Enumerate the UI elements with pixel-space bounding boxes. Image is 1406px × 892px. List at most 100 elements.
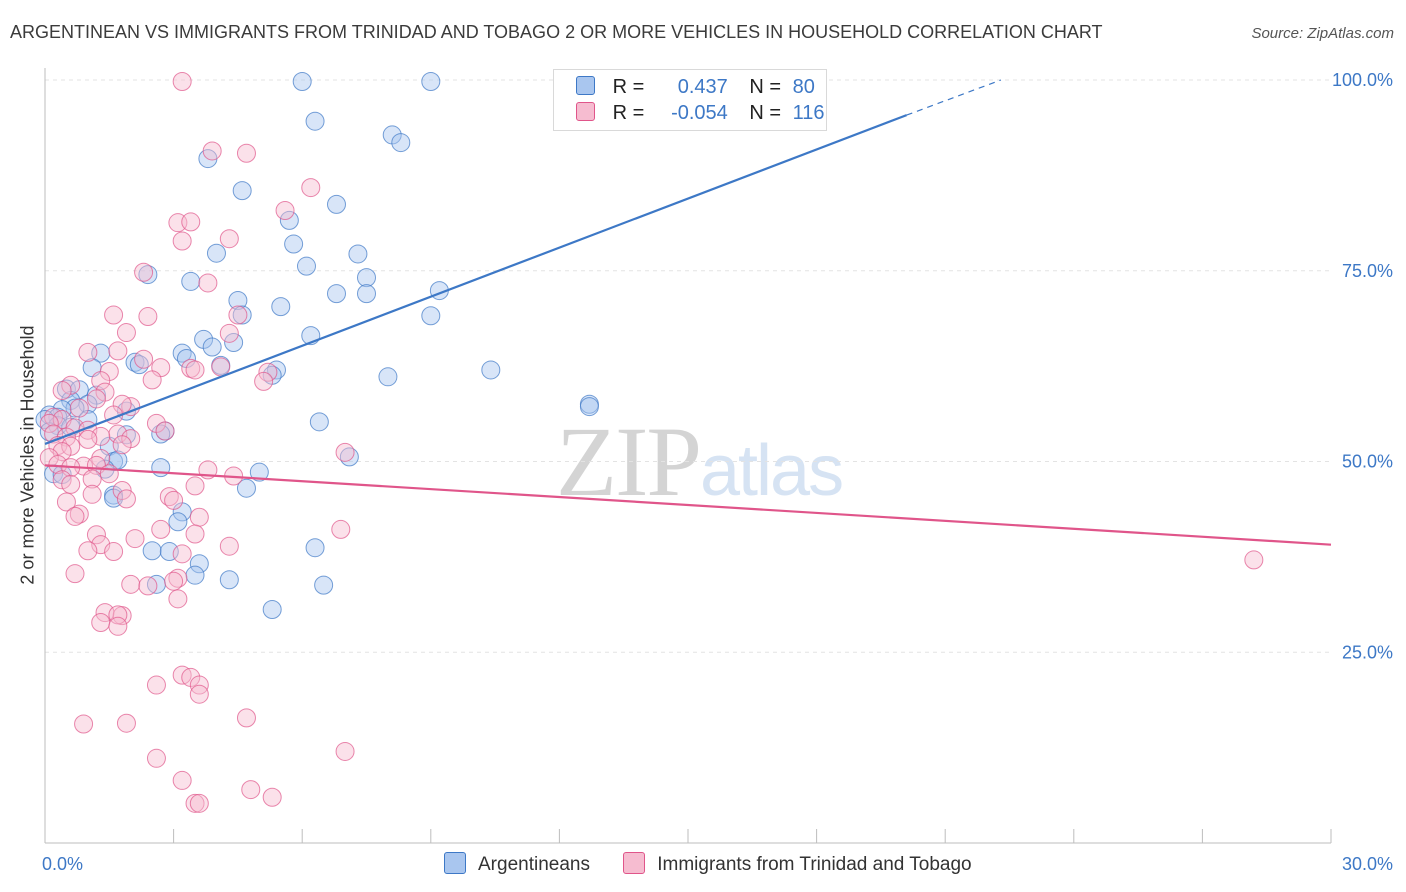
point-argentinean <box>305 111 325 131</box>
y-axis-label: 2 or more Vehicles in Household <box>17 325 38 585</box>
series-legend-trinidad[interactable]: Immigrants from Trinidad and Tobago <box>623 852 972 876</box>
point-trinidad <box>172 72 192 92</box>
point-trinidad <box>164 571 184 591</box>
point-trinidad <box>142 370 162 390</box>
point-argentinean <box>357 284 376 304</box>
point-trinidad <box>39 413 59 433</box>
trendline-trinidad <box>44 464 1332 546</box>
point-trinidad <box>236 708 256 728</box>
point-trinidad <box>108 605 128 625</box>
axes <box>44 68 1332 844</box>
point-trinidad <box>185 793 205 813</box>
point-trinidad <box>236 143 256 163</box>
point-trinidad <box>78 541 98 561</box>
point-trinidad <box>104 542 124 562</box>
point-trinidad <box>134 349 154 369</box>
series-swatch-pink <box>623 852 646 874</box>
series-legend-argentineans[interactable]: Argentineans <box>444 852 590 876</box>
point-trinidad <box>146 748 166 768</box>
point-argentinean <box>271 297 291 317</box>
point-argentinean <box>309 412 329 432</box>
legend-r-label: R = <box>612 76 645 98</box>
point-trinidad <box>116 713 136 733</box>
point-trinidad <box>254 371 274 391</box>
watermark-atlas: atlas <box>700 431 844 511</box>
series-trinidad-tobago <box>39 72 1264 813</box>
trend-lines <box>44 79 1332 546</box>
point-argentinean <box>284 234 304 254</box>
x-tick-label-max: 30.0% <box>1342 854 1393 874</box>
point-trinidad <box>116 489 136 509</box>
legend-swatch-pink <box>576 102 595 121</box>
point-trinidad <box>262 787 282 807</box>
point-argentinean <box>249 462 269 482</box>
point-trinidad <box>185 360 205 380</box>
y-tick-label: 100.0% <box>1332 70 1393 90</box>
point-trinidad <box>335 442 355 462</box>
point-trinidad <box>189 684 209 704</box>
point-argentinean <box>421 306 441 326</box>
point-trinidad <box>219 323 239 343</box>
point-argentinean <box>168 512 188 532</box>
series-swatch-blue <box>444 852 466 874</box>
point-argentinean <box>348 244 368 264</box>
point-trinidad <box>108 424 128 444</box>
point-trinidad <box>164 490 184 510</box>
chart-title: ARGENTINEAN VS IMMIGRANTS FROM TRINIDAD … <box>10 22 1103 42</box>
point-trinidad <box>65 564 85 584</box>
point-argentinean <box>142 541 162 561</box>
y-tick-label: 25.0% <box>1342 642 1393 662</box>
point-trinidad <box>69 398 89 418</box>
correlation-legend: R = 0.437 N = 80 R = -0.054 N = 116 <box>553 69 827 131</box>
point-trinidad <box>52 381 72 401</box>
point-trinidad <box>168 589 188 609</box>
point-trinidad <box>78 429 98 449</box>
point-argentinean <box>305 538 325 558</box>
point-argentinean <box>228 291 248 311</box>
legend-r-label: R = <box>612 102 645 124</box>
point-trinidad <box>86 389 106 409</box>
point-argentinean <box>202 337 222 357</box>
point-trinidad <box>91 426 111 446</box>
trendline-argentineans <box>44 114 908 445</box>
point-trinidad <box>99 464 119 484</box>
point-trinidad <box>155 421 175 441</box>
legend-r-value-pink: -0.054 <box>671 102 728 124</box>
point-trinidad <box>74 714 94 734</box>
point-trinidad <box>134 262 154 282</box>
point-trinidad <box>198 273 218 293</box>
point-trinidad <box>56 492 76 512</box>
point-argentinean <box>296 256 316 276</box>
point-trinidad <box>172 770 192 790</box>
legend-n-value-pink: 116 <box>792 102 825 124</box>
point-argentinean <box>314 575 334 595</box>
point-argentinean <box>357 268 376 288</box>
point-trinidad <box>258 362 278 382</box>
point-trinidad <box>185 524 205 544</box>
point-trinidad <box>151 519 171 539</box>
point-argentinean <box>185 565 205 585</box>
point-argentinean <box>292 72 312 92</box>
point-argentinean <box>224 332 244 352</box>
point-trinidad <box>211 357 231 377</box>
series-label-blue: Argentineans <box>478 854 590 875</box>
point-argentinean <box>579 397 599 417</box>
point-argentinean <box>326 284 346 304</box>
point-trinidad <box>86 525 106 545</box>
point-trinidad <box>219 536 239 556</box>
legend-n-label: N = <box>749 76 782 98</box>
point-trinidad <box>65 506 85 526</box>
legend-swatch-blue <box>576 76 595 95</box>
point-trinidad <box>241 780 261 800</box>
legend-row-argentineans: R = 0.437 N = 80 <box>576 76 815 99</box>
legend-n-label: N = <box>749 102 782 124</box>
point-trinidad <box>108 616 128 636</box>
point-argentinean <box>236 478 256 498</box>
point-argentinean <box>279 210 299 230</box>
legend-row-trinidad: R = -0.054 N = 116 <box>576 102 825 125</box>
point-trinidad <box>121 574 141 594</box>
x-tick-label-min: 0.0% <box>42 854 83 874</box>
point-trinidad <box>181 212 201 232</box>
point-argentinean <box>326 194 346 214</box>
legend-r-value-blue: 0.437 <box>677 76 728 98</box>
